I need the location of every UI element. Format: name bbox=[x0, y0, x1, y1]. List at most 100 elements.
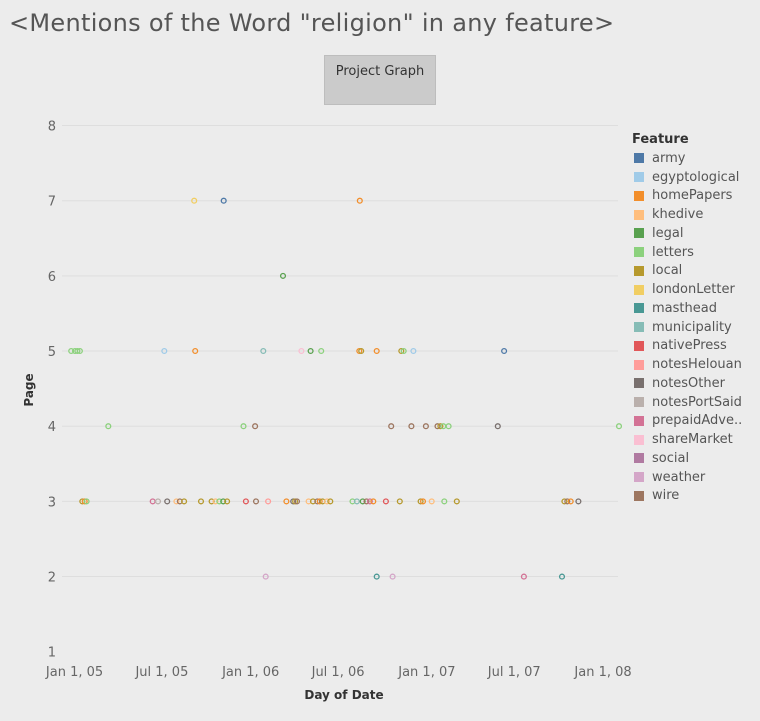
legend-item[interactable]: local bbox=[632, 262, 758, 281]
data-point[interactable] bbox=[76, 347, 83, 355]
data-point[interactable] bbox=[105, 423, 112, 430]
y-axis-ticks: 1 2 3 4 5 6 7 8 bbox=[48, 120, 56, 661]
data-point[interactable] bbox=[197, 498, 205, 505]
data-point[interactable] bbox=[422, 423, 429, 430]
data-point[interactable] bbox=[520, 573, 527, 580]
data-point[interactable] bbox=[419, 498, 427, 505]
data-point[interactable] bbox=[410, 347, 417, 355]
data-point[interactable] bbox=[382, 498, 389, 505]
data-point[interactable] bbox=[191, 197, 198, 204]
data-point[interactable] bbox=[181, 498, 188, 505]
data-point[interactable] bbox=[370, 498, 377, 505]
data-point[interactable] bbox=[388, 423, 395, 430]
data-point[interactable] bbox=[307, 347, 314, 355]
data-point[interactable] bbox=[434, 423, 441, 430]
data-point[interactable] bbox=[224, 498, 231, 505]
data-point[interactable] bbox=[252, 498, 260, 505]
data-point[interactable] bbox=[400, 347, 407, 355]
legend-label: notesPortSaid bbox=[652, 394, 742, 410]
data-point[interactable] bbox=[242, 498, 249, 505]
legend-item[interactable]: weather bbox=[632, 468, 758, 487]
data-point[interactable] bbox=[373, 347, 380, 355]
legend-item[interactable]: social bbox=[632, 449, 758, 468]
data-point[interactable] bbox=[262, 573, 269, 580]
data-point[interactable] bbox=[441, 498, 448, 505]
data-point[interactable] bbox=[373, 573, 380, 580]
data-point[interactable] bbox=[417, 498, 424, 505]
data-point[interactable] bbox=[389, 573, 396, 580]
project-graph-button[interactable]: Project Graph bbox=[324, 55, 436, 105]
data-point[interactable] bbox=[445, 423, 452, 430]
data-point[interactable] bbox=[615, 423, 623, 430]
legend-swatch bbox=[634, 322, 644, 333]
data-point[interactable] bbox=[564, 498, 571, 505]
data-point[interactable] bbox=[366, 498, 373, 505]
data-point[interactable] bbox=[173, 498, 180, 505]
data-point[interactable] bbox=[74, 347, 81, 355]
legend-item[interactable]: municipality bbox=[632, 318, 758, 337]
data-point[interactable] bbox=[298, 347, 305, 355]
data-point[interactable] bbox=[453, 498, 460, 505]
data-point[interactable] bbox=[356, 197, 363, 204]
data-point[interactable] bbox=[290, 498, 297, 505]
data-point[interactable] bbox=[327, 498, 334, 505]
data-point[interactable] bbox=[408, 423, 415, 430]
legend-item[interactable]: egyptological bbox=[632, 168, 758, 187]
data-point[interactable] bbox=[363, 498, 370, 505]
data-point[interactable] bbox=[398, 347, 405, 355]
data-point[interactable] bbox=[292, 498, 299, 505]
data-point[interactable] bbox=[83, 498, 90, 505]
data-point[interactable] bbox=[81, 498, 88, 505]
data-point[interactable] bbox=[161, 347, 168, 355]
legend-swatch bbox=[634, 284, 644, 295]
data-point[interactable] bbox=[561, 498, 568, 505]
data-point[interactable] bbox=[558, 573, 566, 580]
data-point[interactable] bbox=[279, 272, 287, 279]
data-point[interactable] bbox=[208, 498, 215, 505]
data-point[interactable] bbox=[501, 347, 508, 355]
data-point[interactable] bbox=[318, 347, 325, 355]
data-point[interactable] bbox=[567, 498, 574, 505]
data-point[interactable] bbox=[154, 498, 162, 505]
data-point[interactable] bbox=[216, 498, 223, 505]
data-point[interactable] bbox=[494, 423, 501, 430]
data-point[interactable] bbox=[316, 498, 323, 505]
legend-item[interactable]: notesOther bbox=[632, 374, 758, 393]
data-point[interactable] bbox=[240, 423, 247, 430]
legend-item[interactable]: prepaidAdve.. bbox=[632, 412, 758, 431]
legend-item[interactable]: notesHelouan bbox=[632, 355, 758, 374]
legend-item[interactable]: wire bbox=[632, 487, 758, 506]
legend-item[interactable]: army bbox=[632, 149, 758, 168]
data-point[interactable] bbox=[428, 498, 435, 505]
data-point[interactable] bbox=[252, 423, 259, 430]
legend-swatch bbox=[634, 209, 644, 220]
data-point[interactable] bbox=[359, 498, 366, 505]
data-point[interactable] bbox=[353, 498, 360, 505]
data-point[interactable] bbox=[220, 498, 227, 505]
data-point[interactable] bbox=[212, 498, 219, 505]
data-point[interactable] bbox=[164, 498, 171, 505]
data-point[interactable] bbox=[356, 347, 363, 355]
data-point[interactable] bbox=[68, 347, 75, 355]
data-point[interactable] bbox=[358, 347, 365, 355]
legend-item[interactable]: legal bbox=[632, 224, 758, 243]
legend-item[interactable]: notesPortSaid bbox=[632, 393, 758, 412]
data-point[interactable] bbox=[283, 498, 290, 505]
data-point[interactable] bbox=[575, 498, 582, 505]
data-point[interactable] bbox=[323, 498, 331, 505]
legend-item[interactable]: shareMarket bbox=[632, 430, 758, 449]
data-point[interactable] bbox=[260, 347, 267, 355]
legend-item[interactable]: khedive bbox=[632, 205, 758, 224]
legend-swatch bbox=[634, 378, 644, 389]
legend-item[interactable]: letters bbox=[632, 243, 758, 262]
data-point[interactable] bbox=[265, 498, 272, 505]
data-point[interactable] bbox=[293, 498, 301, 505]
legend-item[interactable]: masthead bbox=[632, 299, 758, 318]
legend-item[interactable]: homePapers bbox=[632, 187, 758, 206]
data-point[interactable] bbox=[437, 423, 444, 430]
legend-item[interactable]: londonLetter bbox=[632, 280, 758, 299]
data-point[interactable] bbox=[220, 197, 227, 204]
legend-item[interactable]: nativePress bbox=[632, 337, 758, 356]
data-point[interactable] bbox=[192, 347, 199, 355]
data-point[interactable] bbox=[396, 498, 403, 505]
